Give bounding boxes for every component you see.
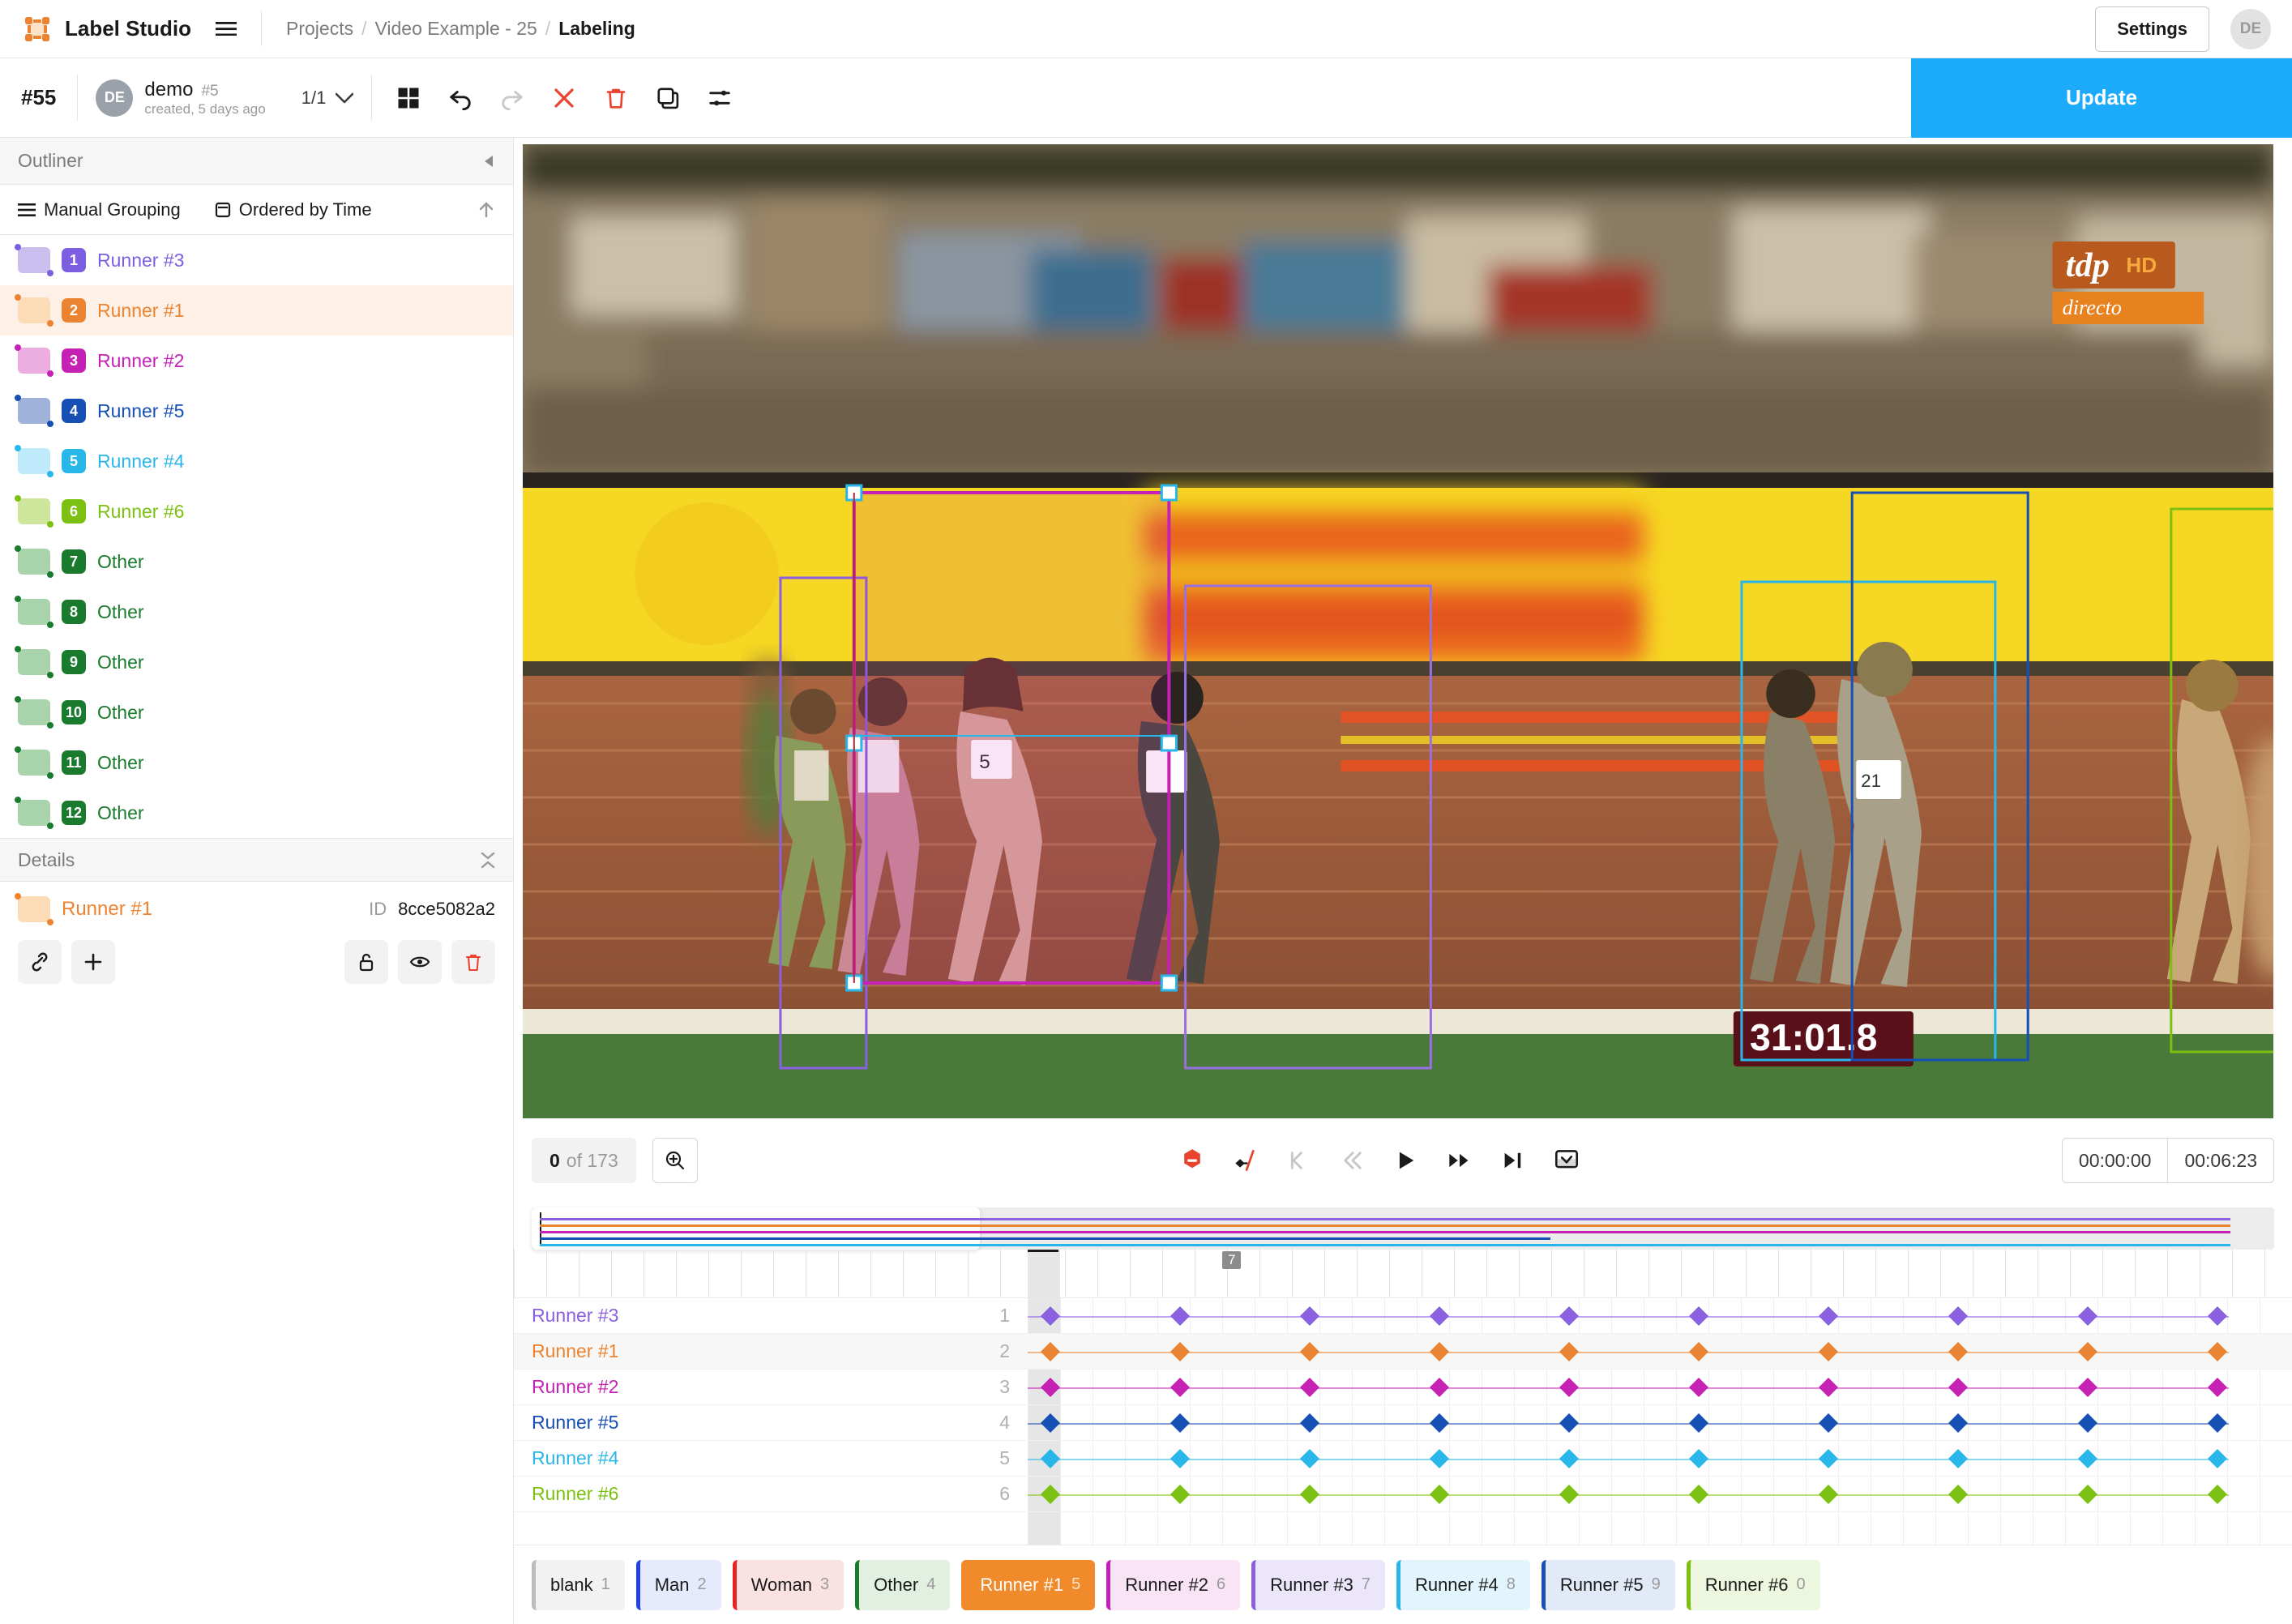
svg-text:tdp: tdp <box>2066 246 2110 284</box>
svg-text:directo: directo <box>2063 296 2122 319</box>
svg-text:HD: HD <box>2126 253 2157 277</box>
svg-text:31:01.8: 31:01.8 <box>1750 1016 1877 1058</box>
svg-text:21: 21 <box>1861 771 1881 791</box>
